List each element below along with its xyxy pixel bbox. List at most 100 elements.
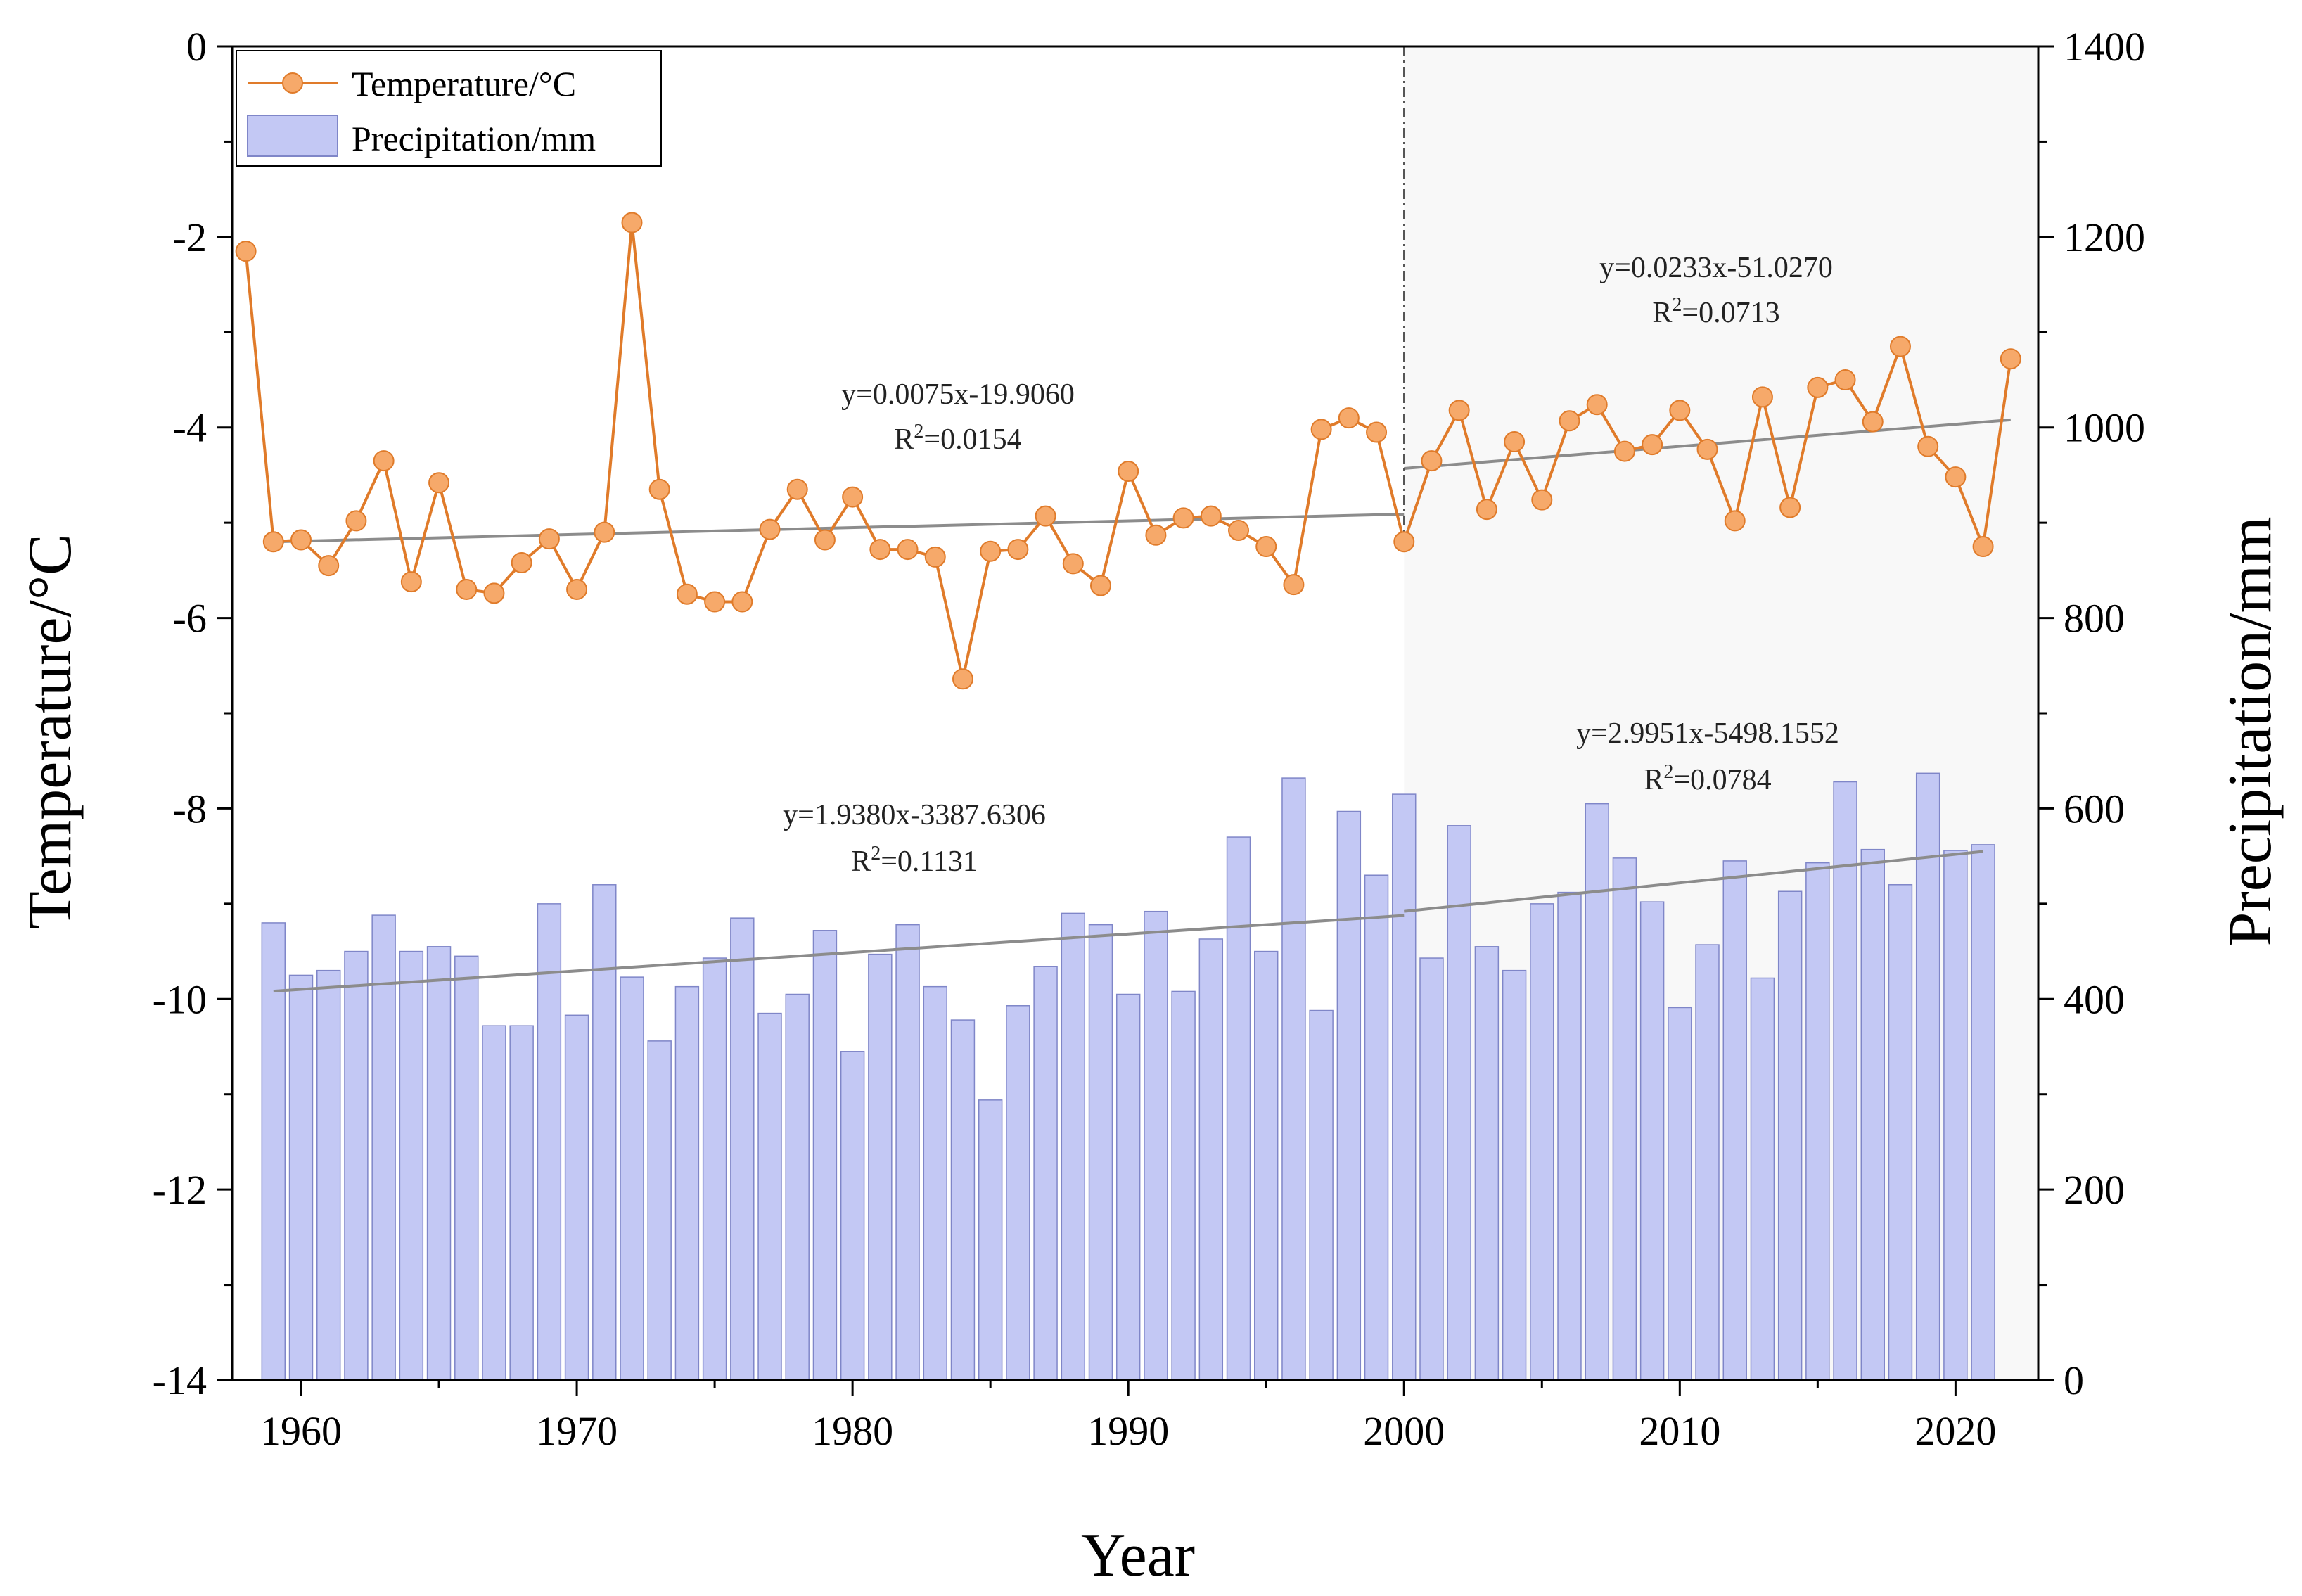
- y-right-tick-label: 400: [2064, 976, 2125, 1022]
- precip-trend2-r2: R2=0.0784: [1644, 761, 1771, 796]
- y-right-tick-label: 1000: [2064, 405, 2145, 451]
- precipitation-bar: [1557, 891, 1582, 1381]
- y-right-tick-label: 800: [2064, 596, 2125, 641]
- precipitation-bar: [730, 917, 755, 1381]
- x-tick-label: 2000: [1363, 1408, 1445, 1454]
- precipitation-bar: [1915, 772, 1940, 1381]
- x-tick-label: 1990: [1087, 1408, 1169, 1454]
- y-right-axis-title: Precipitation/mm: [2216, 516, 2284, 946]
- temperature-point: [1531, 489, 1553, 511]
- precipitation-bar: [1144, 910, 1168, 1381]
- precipitation-bar: [1722, 860, 1747, 1381]
- temperature-point: [1972, 536, 1994, 557]
- y-right-tick-label: 1400: [2064, 24, 2145, 70]
- temperature-point: [1089, 575, 1111, 596]
- precipitation-bar: [1281, 777, 1306, 1381]
- temperature-point: [897, 539, 919, 561]
- temperature-point: [1118, 461, 1139, 483]
- post-2000-shade: [1404, 46, 2038, 1380]
- precipitation-bar: [923, 985, 947, 1381]
- x-tick-label: 1960: [260, 1408, 342, 1454]
- precipitation-bar: [785, 993, 810, 1381]
- y-left-tick-label: -14: [153, 1358, 207, 1403]
- axes: 1960 1970 1980 1990 2000 2010 20200-2-4-6-8-10…: [153, 24, 2145, 1454]
- r2-value: =0.0784: [1673, 764, 1771, 796]
- precipitation-bars: [261, 772, 1995, 1381]
- temperature-point: [594, 521, 615, 543]
- precipitation-bar: [647, 1040, 672, 1381]
- precipitation-bar: [1750, 977, 1775, 1381]
- temperature-point: [786, 478, 808, 500]
- temperature-point: [1917, 435, 1939, 457]
- temperature-point: [1504, 431, 1526, 453]
- temp-trend2-equation: y=0.0233x-51.0270: [1599, 252, 1833, 284]
- temperature-point: [1310, 419, 1332, 440]
- x-tick-label: 1970: [536, 1408, 618, 1454]
- precipitation-bar: [1639, 901, 1665, 1381]
- precipitation-bar: [344, 950, 369, 1381]
- temperature-point: [290, 529, 312, 551]
- precipitation-bar: [1061, 912, 1086, 1381]
- temperature-point: [318, 555, 340, 577]
- precipitation-bar: [1226, 836, 1251, 1381]
- temperature-point: [538, 528, 560, 550]
- precipitation-bar: [702, 957, 727, 1381]
- temperature-point: [235, 241, 257, 262]
- temperature-point: [400, 571, 422, 593]
- precipitation-bar: [1833, 781, 1857, 1381]
- precipitation-bar: [620, 976, 644, 1381]
- r2-prefix: R: [851, 845, 871, 878]
- precipitation-bar: [1006, 1005, 1030, 1381]
- temperature-point: [1366, 421, 1388, 443]
- y-left-axis-title: Temperature/°C: [16, 534, 84, 929]
- y-left-tick-label: -6: [173, 596, 207, 641]
- r2-prefix: R: [1644, 764, 1663, 796]
- temperature-point: [1255, 536, 1277, 557]
- precipitation-bar: [1585, 803, 1609, 1381]
- precipitation-bar: [1474, 946, 1500, 1381]
- precipitation-bar: [1943, 850, 1968, 1381]
- r2-exponent: 2: [1672, 294, 1682, 316]
- y-left-tick-label: -4: [173, 405, 207, 451]
- precipitation-bar: [316, 969, 341, 1381]
- y-right-tick-label: 0: [2064, 1358, 2084, 1403]
- temperature-point: [262, 531, 284, 553]
- precipitation-bar: [812, 930, 838, 1381]
- precipitation-bar: [592, 884, 617, 1381]
- temperature-point: [1807, 376, 1829, 398]
- temperature-point: [1862, 411, 1884, 433]
- precipitation-bar: [1695, 944, 1720, 1381]
- temperature-point: [1200, 505, 1222, 527]
- r2-prefix: R: [1652, 297, 1672, 329]
- temperature-point: [1283, 574, 1305, 596]
- r2-value: =0.0713: [1682, 297, 1779, 329]
- precipitation-bar: [1860, 848, 1885, 1381]
- precipitation-bar: [454, 955, 479, 1381]
- precipitation-bar: [1530, 903, 1554, 1381]
- precip-trend1-equation: y=1.9380x-3387.6306: [783, 799, 1046, 831]
- precipitation-bar: [840, 1051, 865, 1381]
- precipitation-bar: [1336, 810, 1362, 1381]
- temperature-point: [1669, 400, 1691, 421]
- temperature-series: [235, 212, 2021, 690]
- temperature-point: [980, 540, 1002, 562]
- y-left-tick-label: -12: [153, 1167, 207, 1213]
- temperature-point: [1642, 434, 1663, 456]
- y-left-tick-label: -2: [173, 215, 207, 260]
- temperature-point: [1062, 553, 1084, 575]
- precipitation-bar: [1033, 966, 1058, 1381]
- r2-value: =0.1131: [881, 845, 978, 878]
- temperature-point: [1007, 539, 1029, 561]
- precipitation-bar: [1971, 844, 1995, 1381]
- legend-precipitation-swatch: [247, 115, 338, 157]
- temperature-point: [1228, 519, 1250, 541]
- temperature-point: [1145, 524, 1167, 546]
- temperature-point: [759, 518, 781, 540]
- precipitation-bar: [757, 1012, 782, 1381]
- temperature-point: [1586, 394, 1608, 416]
- precipitation-bar: [1612, 857, 1637, 1381]
- temperature-point: [1945, 466, 1967, 488]
- precipitation-bar: [1088, 924, 1113, 1381]
- y-left-tick-label: -8: [173, 786, 207, 831]
